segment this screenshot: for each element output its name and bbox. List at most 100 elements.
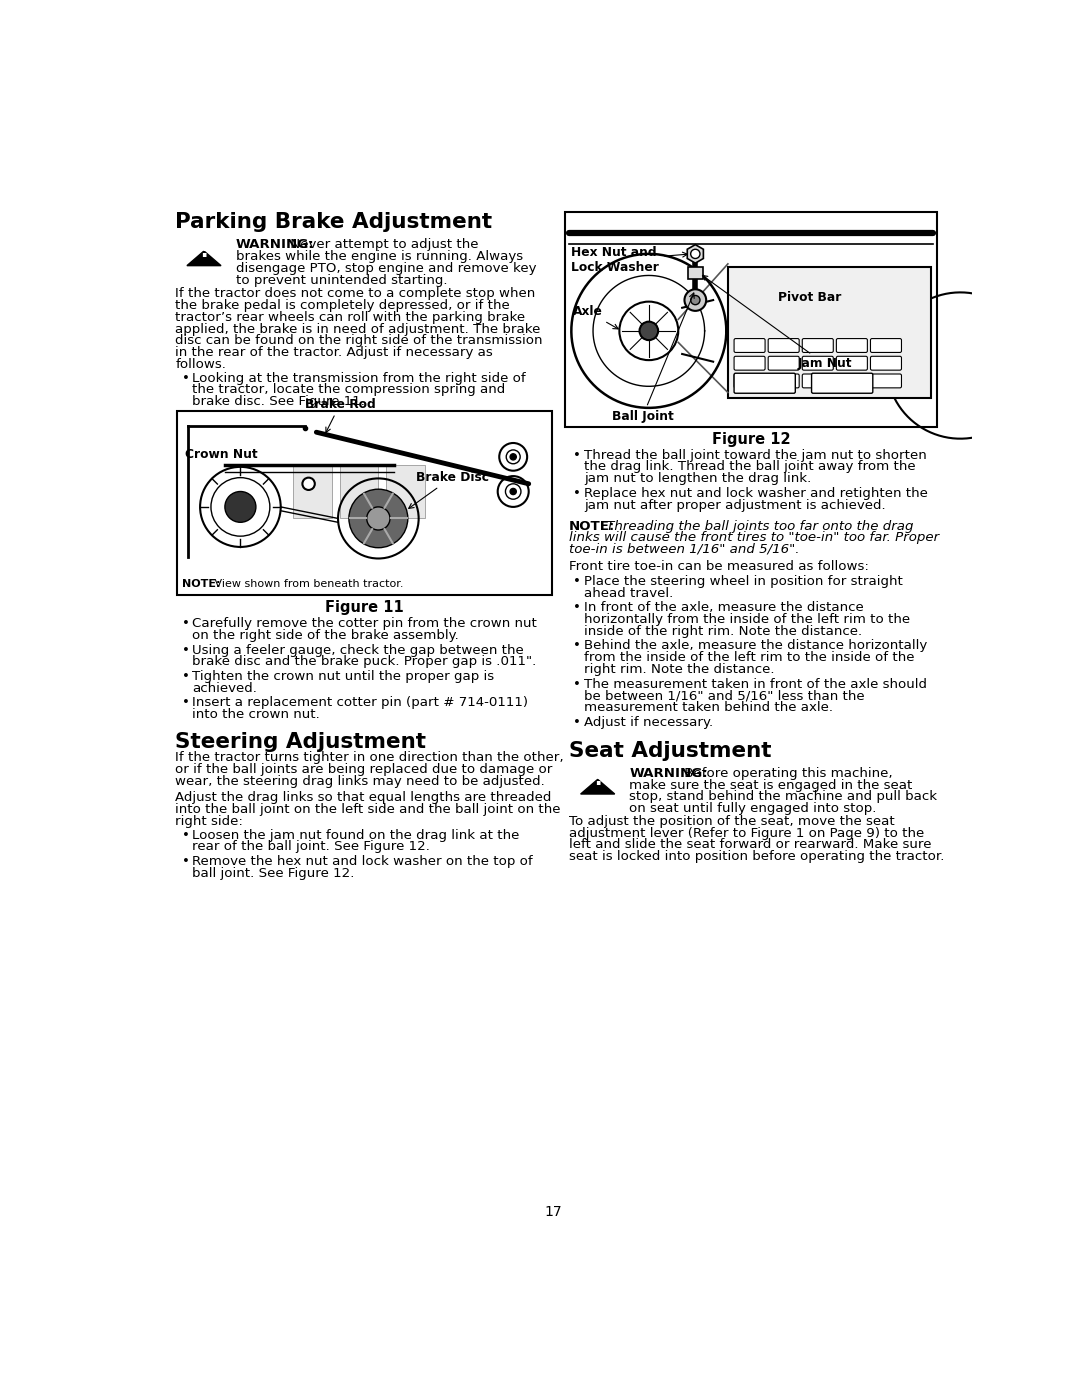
Text: seat is locked into position before operating the tractor.: seat is locked into position before oper… — [569, 851, 945, 863]
Text: the drag link. Thread the ball joint away from the: the drag link. Thread the ball joint awa… — [584, 461, 916, 474]
Text: •: • — [181, 828, 189, 841]
Text: •: • — [572, 488, 581, 500]
Text: Remove the hex nut and lock washer on the top of: Remove the hex nut and lock washer on th… — [192, 855, 534, 868]
FancyBboxPatch shape — [836, 338, 867, 352]
Text: disc can be found on the right side of the transmission: disc can be found on the right side of t… — [175, 334, 543, 348]
FancyBboxPatch shape — [734, 356, 765, 370]
Circle shape — [691, 249, 700, 258]
Text: In front of the axle, measure the distance: In front of the axle, measure the distan… — [584, 601, 864, 615]
FancyBboxPatch shape — [734, 373, 795, 393]
Polygon shape — [687, 244, 703, 263]
Text: Tighten the crown nut until the proper gap is: Tighten the crown nut until the proper g… — [192, 671, 495, 683]
Text: toe-in is between 1/16" and 5/16".: toe-in is between 1/16" and 5/16". — [569, 543, 799, 556]
Circle shape — [639, 321, 658, 339]
Text: •: • — [181, 697, 189, 710]
Text: Replace hex nut and lock washer and retighten the: Replace hex nut and lock washer and reti… — [584, 488, 929, 500]
FancyBboxPatch shape — [768, 356, 799, 370]
FancyBboxPatch shape — [870, 374, 902, 388]
Text: Seat Adjustment: Seat Adjustment — [569, 742, 771, 761]
Text: View shown from beneath tractor.: View shown from beneath tractor. — [211, 578, 404, 588]
Text: Steering Adjustment: Steering Adjustment — [175, 732, 427, 752]
Text: Adjust if necessary.: Adjust if necessary. — [584, 715, 714, 729]
Text: disengage PTO, stop engine and remove key: disengage PTO, stop engine and remove ke… — [235, 261, 537, 275]
FancyBboxPatch shape — [802, 338, 834, 352]
Text: •: • — [572, 678, 581, 690]
Text: right rim. Note the distance.: right rim. Note the distance. — [584, 664, 775, 676]
Text: in the rear of the tractor. Adjust if necessary as: in the rear of the tractor. Adjust if ne… — [175, 346, 494, 359]
Text: right side:: right side: — [175, 814, 243, 827]
Bar — [339, 465, 378, 518]
Circle shape — [510, 489, 516, 495]
Text: •: • — [572, 574, 581, 588]
FancyBboxPatch shape — [734, 374, 765, 388]
Text: •: • — [572, 640, 581, 652]
Text: on the right side of the brake assembly.: on the right side of the brake assembly. — [192, 629, 459, 641]
FancyBboxPatch shape — [836, 356, 867, 370]
Text: left and slide the seat forward or rearward. Make sure: left and slide the seat forward or rearw… — [569, 838, 931, 851]
Text: Brake Disc: Brake Disc — [408, 471, 488, 509]
Text: inside of the right rim. Note the distance.: inside of the right rim. Note the distan… — [584, 624, 863, 637]
Text: brake disc. See Figure 11.: brake disc. See Figure 11. — [192, 395, 365, 408]
FancyBboxPatch shape — [768, 374, 799, 388]
Text: WARNING:: WARNING: — [235, 239, 314, 251]
Text: Figure 11: Figure 11 — [325, 601, 404, 615]
Text: rear of the ball joint. See Figure 12.: rear of the ball joint. See Figure 12. — [192, 841, 430, 854]
Text: •: • — [181, 617, 189, 630]
FancyBboxPatch shape — [836, 374, 867, 388]
FancyBboxPatch shape — [768, 338, 799, 352]
FancyBboxPatch shape — [734, 338, 765, 352]
Bar — [728, 267, 931, 398]
Text: Looking at the transmission from the right side of: Looking at the transmission from the rig… — [192, 372, 526, 384]
Text: WARNING:: WARNING: — [630, 767, 708, 780]
Bar — [293, 465, 332, 518]
Bar — [387, 465, 424, 518]
Text: •: • — [181, 644, 189, 657]
Polygon shape — [581, 780, 615, 793]
Circle shape — [349, 489, 408, 548]
Text: Loosen the jam nut found on the drag link at the: Loosen the jam nut found on the drag lin… — [192, 828, 519, 841]
Text: Carefully remove the cotter pin from the crown nut: Carefully remove the cotter pin from the… — [192, 617, 537, 630]
Text: •: • — [181, 372, 189, 384]
Text: the brake pedal is completely depressed, or if the: the brake pedal is completely depressed,… — [175, 299, 510, 312]
FancyBboxPatch shape — [870, 338, 902, 352]
Text: Adjust the drag links so that equal lengths are threaded: Adjust the drag links so that equal leng… — [175, 791, 552, 805]
Text: NOTE:: NOTE: — [569, 520, 616, 532]
Text: Jam Nut: Jam Nut — [702, 275, 852, 370]
Bar — [688, 267, 703, 279]
Text: If the tractor does not come to a complete stop when: If the tractor does not come to a comple… — [175, 288, 536, 300]
Text: Parking Brake Adjustment: Parking Brake Adjustment — [175, 211, 492, 232]
Text: into the crown nut.: into the crown nut. — [192, 708, 321, 721]
Text: to prevent unintended starting.: to prevent unintended starting. — [235, 274, 447, 286]
FancyBboxPatch shape — [811, 373, 873, 393]
Text: Brake Rod: Brake Rod — [305, 398, 376, 433]
Text: the tractor, locate the compression spring and: the tractor, locate the compression spri… — [192, 383, 505, 397]
Text: Before operating this machine,: Before operating this machine, — [679, 767, 892, 780]
Text: applied, the brake is in need of adjustment. The brake: applied, the brake is in need of adjustm… — [175, 323, 541, 335]
Text: Axle: Axle — [572, 305, 618, 328]
Text: Place the steering wheel in position for straight: Place the steering wheel in position for… — [584, 574, 903, 588]
Text: tractor’s rear wheels can roll with the parking brake: tractor’s rear wheels can roll with the … — [175, 312, 526, 324]
Text: achieved.: achieved. — [192, 682, 257, 694]
FancyBboxPatch shape — [802, 356, 834, 370]
Text: •: • — [572, 715, 581, 729]
Text: Front tire toe-in can be measured as follows:: Front tire toe-in can be measured as fol… — [569, 560, 869, 573]
Text: into the ball joint on the left side and the ball joint on the: into the ball joint on the left side and… — [175, 803, 561, 816]
Text: Insert a replacement cotter pin (part # 714-0111): Insert a replacement cotter pin (part # … — [192, 697, 528, 710]
Bar — [177, 411, 552, 595]
Text: Hex Nut and
Lock Washer: Hex Nut and Lock Washer — [571, 246, 688, 274]
Text: •: • — [572, 448, 581, 461]
Text: The measurement taken in front of the axle should: The measurement taken in front of the ax… — [584, 678, 928, 690]
Polygon shape — [187, 251, 221, 265]
Text: •: • — [181, 671, 189, 683]
Text: Crown Nut: Crown Nut — [185, 447, 257, 461]
Text: Thread the ball joint toward the jam nut to shorten: Thread the ball joint toward the jam nut… — [584, 448, 928, 461]
Circle shape — [225, 492, 256, 522]
FancyBboxPatch shape — [802, 374, 834, 388]
Text: or if the ball joints are being replaced due to damage or: or if the ball joints are being replaced… — [175, 763, 553, 777]
Text: wear, the steering drag links may need to be adjusted.: wear, the steering drag links may need t… — [175, 775, 545, 788]
Text: stop, stand behind the machine and pull back: stop, stand behind the machine and pull … — [630, 791, 937, 803]
Text: on seat until fully engaged into stop.: on seat until fully engaged into stop. — [630, 802, 877, 814]
Circle shape — [691, 295, 700, 305]
Text: NOTE:: NOTE: — [183, 578, 220, 588]
Circle shape — [367, 507, 390, 529]
